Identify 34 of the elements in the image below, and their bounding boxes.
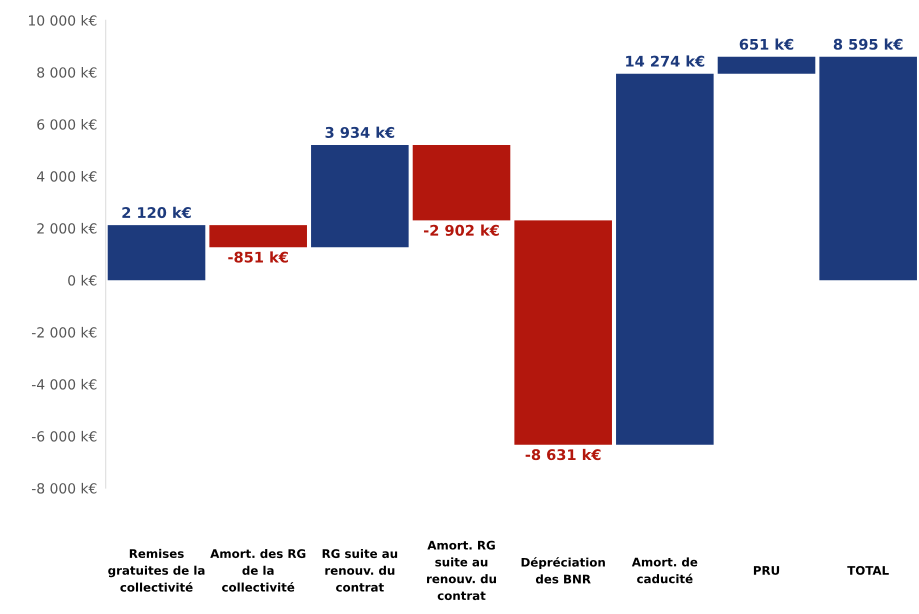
x-tick-label: RG suite au renouv. du contrat [322, 548, 398, 592]
x-tick-label: Remises gratuites de la collectivité [108, 548, 204, 592]
y-tick-label: -6 000 k€ [32, 430, 96, 442]
data-label: 14 274 k€ [626, 55, 704, 67]
x-tick-label: Amort. RG suite au renouv. du contrat [427, 540, 496, 600]
bar [311, 144, 409, 248]
data-label: -8 631 k€ [526, 448, 601, 460]
y-tick-label: 2 000 k€ [37, 222, 96, 234]
y-tick-label: 0 k€ [68, 274, 96, 286]
bar [616, 74, 714, 445]
x-tick-label: Dépréciation des BNR [522, 557, 605, 584]
data-label: 2 120 k€ [122, 206, 191, 218]
x-tick-label: Amort. de caducité [632, 557, 698, 584]
bar [209, 225, 307, 248]
x-tick-label: Amort. des RG de la collectivité [210, 548, 306, 592]
data-label: 8 595 k€ [834, 38, 902, 50]
y-tick-label: 8 000 k€ [37, 66, 96, 78]
data-label: 651 k€ [740, 38, 794, 50]
x-tick-label: TOTAL [847, 566, 889, 575]
y-tick-label: 10 000 k€ [28, 14, 96, 26]
data-label: -851 k€ [228, 251, 288, 263]
y-tick-label: -8 000 k€ [32, 482, 96, 494]
y-tick-label: 4 000 k€ [36, 170, 96, 182]
y-tick-label: -2 000 k€ [32, 326, 96, 338]
y-tick-label: -4 000 k€ [32, 378, 96, 390]
bar [412, 144, 510, 220]
bar [718, 56, 816, 74]
data-label: 3 934 k€ [326, 126, 394, 138]
bar [108, 225, 206, 280]
y-tick-label: 6 000 k€ [37, 118, 96, 130]
x-tick-label: PRU [754, 566, 780, 575]
bar [514, 220, 612, 445]
bar [819, 56, 917, 280]
data-label: -2 902 k€ [424, 224, 499, 236]
